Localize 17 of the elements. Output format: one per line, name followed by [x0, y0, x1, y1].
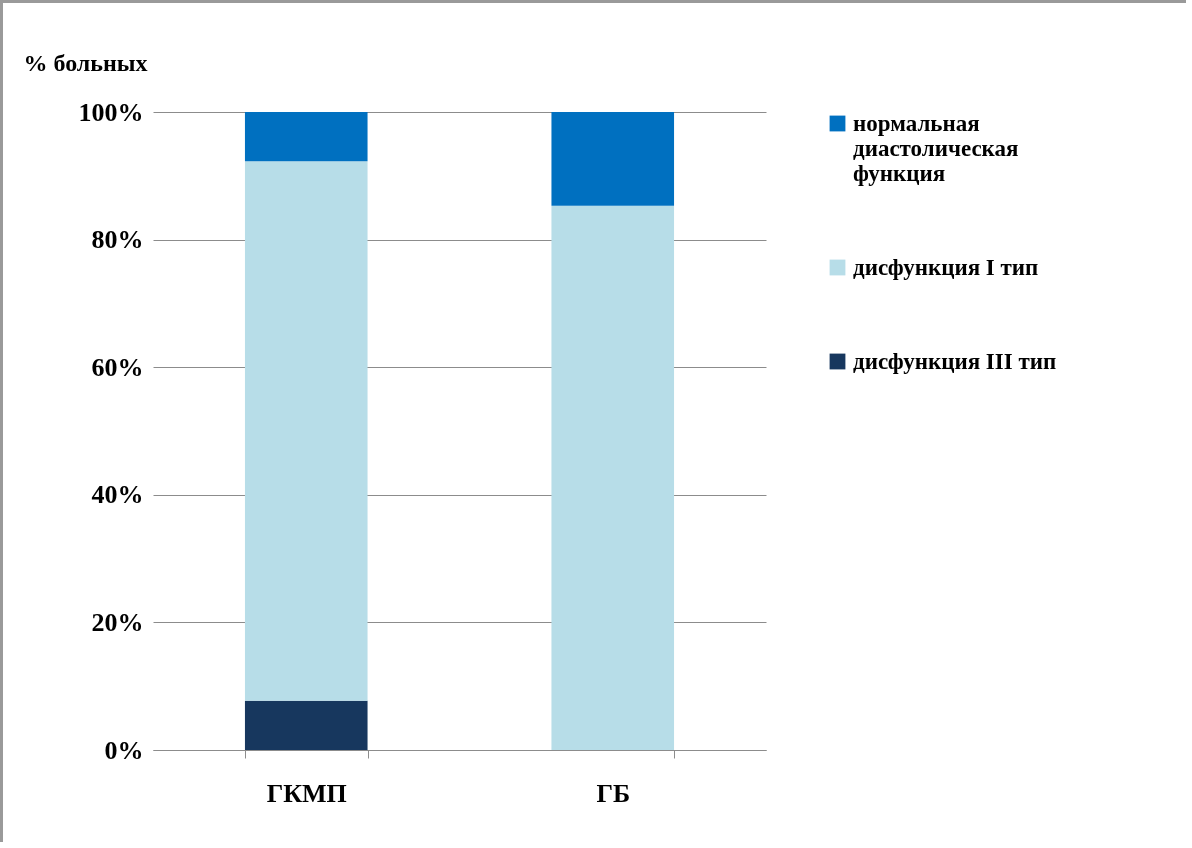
x-tick-label: ГБ [596, 778, 631, 808]
y-tick-label: 80% [91, 225, 144, 255]
legend-label: дисфункция III тип [853, 348, 1057, 374]
y-tick-label: 0% [104, 735, 144, 765]
bar [244, 700, 368, 750]
legend-label: нормальная диастолическая функция [853, 110, 1019, 186]
x-tick-label: ГКМП [266, 778, 347, 808]
bar [551, 205, 675, 750]
y-axis-title: % больных [23, 49, 148, 76]
legend-label: дисфункция I тип [853, 254, 1039, 280]
y-tick-label: 40% [91, 480, 144, 510]
bar [244, 161, 368, 701]
bar [551, 112, 675, 206]
bar [244, 112, 368, 162]
y-tick-label: 20% [91, 607, 144, 637]
y-tick-label: 60% [91, 352, 144, 382]
y-tick-label: 100% [78, 97, 144, 127]
